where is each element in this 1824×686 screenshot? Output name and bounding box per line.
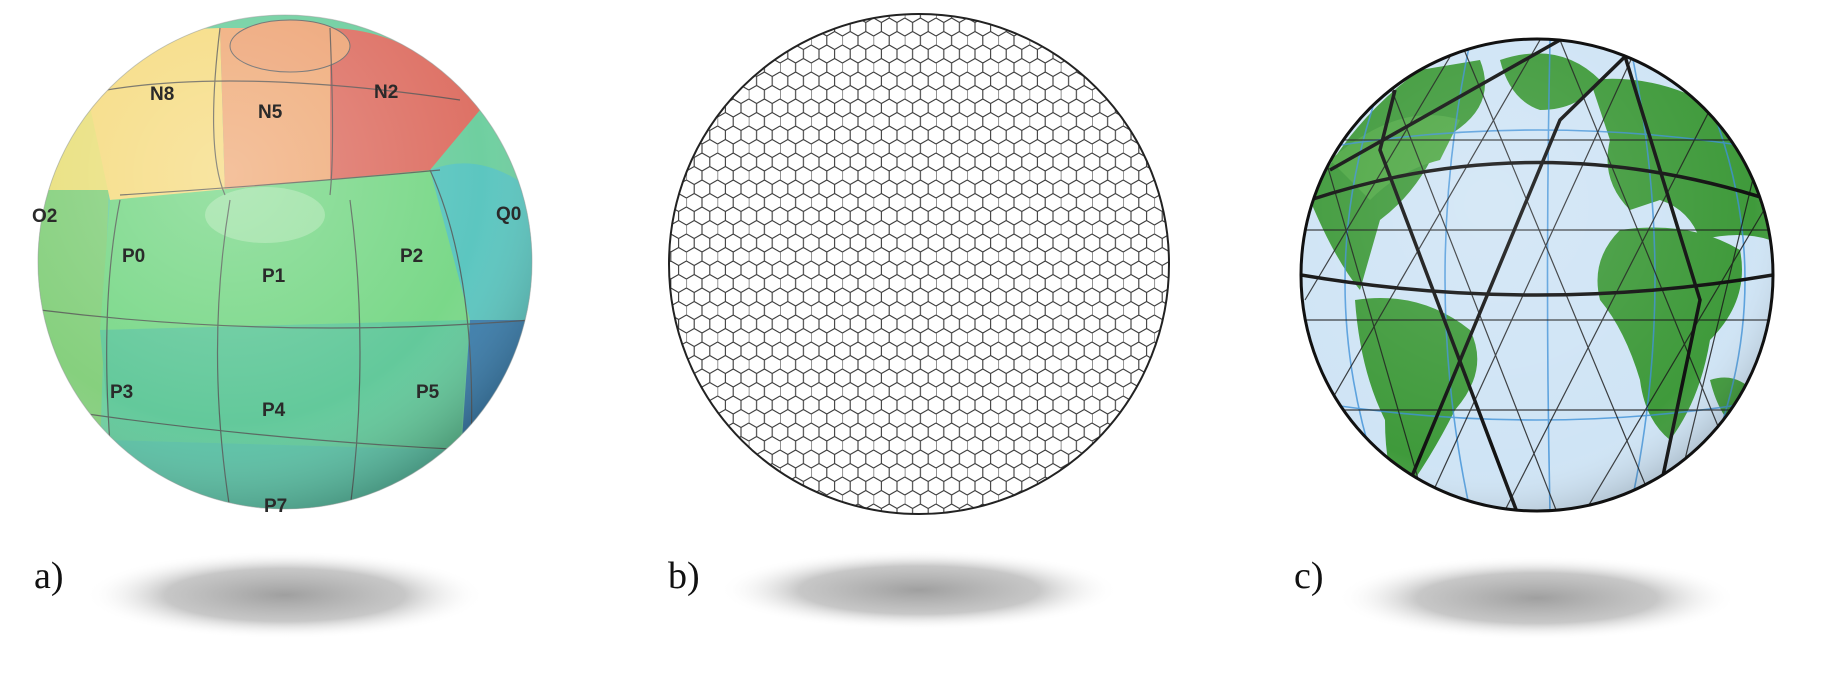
sphere-b-hex-grid [668, 13, 1170, 515]
sphere-c-triangular-grid [1299, 37, 1775, 513]
cell-label-p3: P3 [110, 382, 133, 403]
cell-label-p2: P2 [400, 246, 423, 267]
cell-label-p0: P0 [122, 246, 145, 267]
cell-label-n2: N2 [374, 82, 398, 103]
panel-label-c: c) [1294, 555, 1324, 597]
cell-label-p4: P4 [262, 400, 286, 421]
panel-label-b: b) [668, 555, 700, 597]
cell-label-o2: O2 [32, 206, 57, 227]
sphere-a-patches [38, 15, 532, 509]
cell-label-n8: N8 [150, 84, 174, 105]
shadow-c [1337, 556, 1737, 640]
cell-label-q0: Q0 [496, 204, 521, 225]
cell-label-p7: P7 [264, 496, 287, 517]
shadow-a [85, 551, 485, 639]
panel-label-a: a) [34, 555, 64, 597]
cell-label-p5: P5 [416, 382, 440, 403]
cell-label-p1: P1 [262, 266, 286, 287]
cell-label-n5: N5 [258, 102, 283, 123]
shadow-b [719, 550, 1119, 630]
